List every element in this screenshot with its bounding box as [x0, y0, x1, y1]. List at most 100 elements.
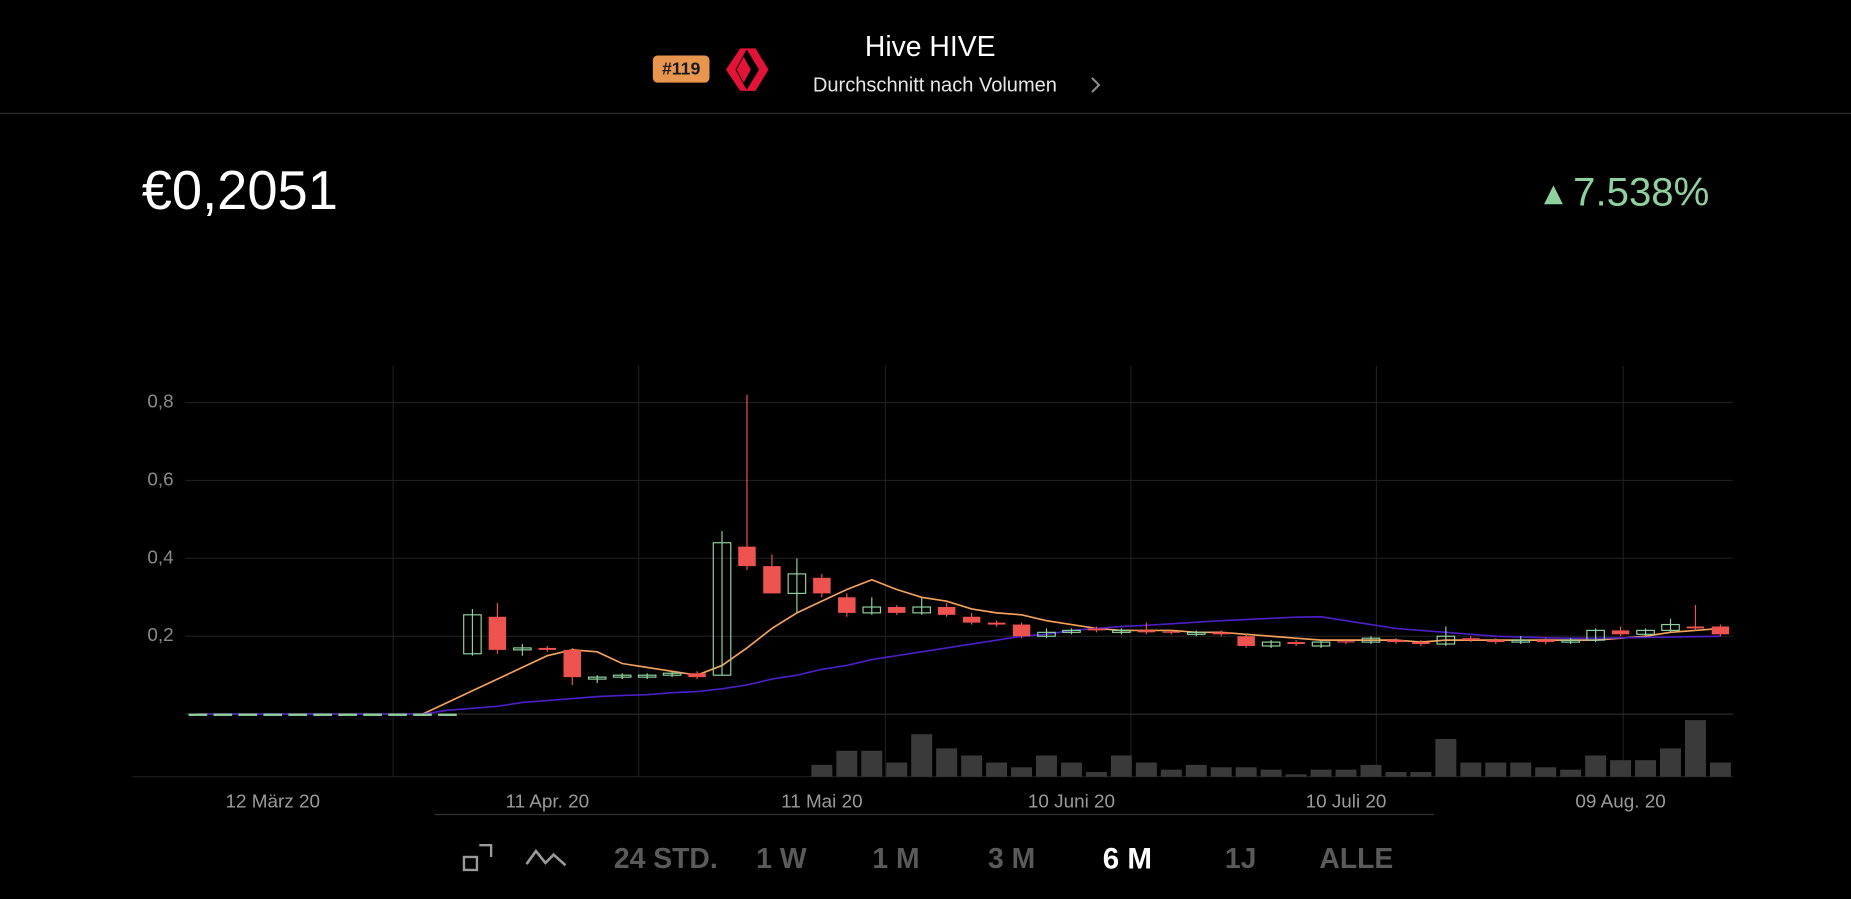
candle-body	[1511, 639, 1531, 643]
candle-body	[388, 713, 407, 716]
candle-body	[513, 647, 532, 651]
volume-bar	[1160, 769, 1182, 777]
volume-bar	[986, 762, 1008, 777]
volume-bar	[911, 734, 933, 777]
candle-body	[1337, 641, 1355, 643]
range-button[interactable]: 1 M	[872, 843, 919, 875]
volume-bar	[1535, 767, 1557, 777]
candle-body	[738, 546, 756, 567]
volume-bar	[886, 762, 908, 777]
moving-average-line	[197, 615, 1721, 715]
candle-body	[1636, 629, 1655, 635]
candle-body	[1261, 641, 1281, 647]
volume-bar	[1684, 720, 1706, 777]
x-tick-label: 12 März 20	[226, 792, 320, 813]
candle-body	[1436, 635, 1456, 645]
y-tick-label: 0,4	[147, 547, 173, 568]
candle-body	[1237, 636, 1255, 646]
candle-body	[238, 713, 258, 716]
volume-bar	[1360, 764, 1382, 777]
volume-bar	[1210, 767, 1232, 777]
volume-bar	[1285, 774, 1307, 777]
range-button[interactable]: ALLE	[1319, 843, 1393, 875]
volume-bar	[1460, 762, 1482, 777]
candle-body	[1412, 642, 1430, 645]
candle-body	[1586, 629, 1605, 641]
volume-bar	[1510, 762, 1532, 777]
volume-bar	[1385, 771, 1407, 777]
x-tick-label: 11 Apr. 20	[505, 792, 589, 813]
candle-body	[1536, 640, 1555, 643]
x-tick-label: 11 Mai 20	[781, 792, 863, 813]
candle-body	[888, 607, 906, 613]
candle-body	[213, 713, 233, 716]
volume-bar	[1709, 762, 1731, 777]
range-selector: 24 STD. 1 W 1 M 3 M 6 M 1J ALLE	[614, 842, 1393, 875]
candle-body	[612, 674, 632, 678]
volume-bar	[1085, 771, 1107, 777]
candle-body	[563, 649, 581, 678]
range-button[interactable]: 1J	[1225, 843, 1257, 875]
volume-bar	[1635, 760, 1657, 777]
volume-bar	[861, 750, 883, 777]
candle-body	[313, 713, 332, 716]
candle-body	[1711, 626, 1730, 635]
coin-title: Hive HIVE	[865, 31, 996, 63]
candle-body	[1686, 626, 1705, 629]
x-tick-label: 10 Juli 20	[1306, 792, 1387, 813]
range-button[interactable]: 6 M	[1103, 842, 1152, 875]
volume-bar	[1310, 769, 1332, 777]
candle-body	[587, 676, 607, 680]
candle-body	[1137, 630, 1156, 633]
candle-body	[912, 606, 932, 614]
candle-body	[1012, 624, 1031, 637]
volume-bar	[836, 750, 858, 777]
change: 7.538%	[1573, 169, 1709, 214]
candle-body	[662, 672, 682, 676]
volume-bar	[1610, 760, 1632, 777]
rank-badge	[652, 55, 710, 83]
candle-body	[1561, 639, 1580, 643]
candle-body	[1311, 641, 1331, 647]
x-tick-label: 09 Aug. 20	[1575, 792, 1665, 813]
fullscreen-icon[interactable]	[462, 843, 493, 872]
volume-bar	[1485, 762, 1507, 777]
price-source[interactable]: Durchschnitt nach Volumen	[813, 74, 1057, 96]
candle-body	[1212, 632, 1230, 635]
volume-bar	[1110, 755, 1132, 777]
candle-body	[413, 713, 432, 716]
candle-body	[463, 614, 482, 655]
candle-body	[1162, 631, 1181, 633]
volume-bar	[1036, 755, 1057, 777]
range-button[interactable]: 24 STD.	[614, 843, 718, 875]
candle-body	[363, 713, 382, 716]
candle-body	[937, 607, 956, 615]
candle-body	[987, 622, 1006, 625]
volume-bar	[1060, 762, 1082, 777]
candle-body	[263, 713, 283, 716]
candle-body	[1062, 629, 1081, 633]
range-button[interactable]: 1 W	[756, 843, 807, 875]
candle-body	[962, 616, 981, 623]
volume-bar	[811, 764, 833, 777]
candle-body	[763, 566, 781, 594]
candle-body	[1487, 640, 1505, 643]
vertical-grid	[392, 365, 1624, 777]
line-chart-icon[interactable]	[525, 848, 567, 867]
candle-body	[288, 713, 308, 716]
candle-body	[813, 577, 831, 594]
candle-body	[1462, 638, 1480, 641]
volume-bar	[1135, 762, 1157, 777]
candle-body	[188, 713, 208, 716]
candle-body	[1361, 637, 1381, 643]
volume-bar	[1011, 767, 1033, 777]
candle-body	[787, 573, 807, 594]
volume-bar	[1235, 767, 1257, 777]
candle-body	[1112, 629, 1131, 633]
range-button[interactable]: 3 M	[988, 843, 1035, 875]
candle-body	[1661, 623, 1680, 631]
chevron[interactable]	[1091, 77, 1101, 93]
volume-bar	[1660, 748, 1681, 777]
